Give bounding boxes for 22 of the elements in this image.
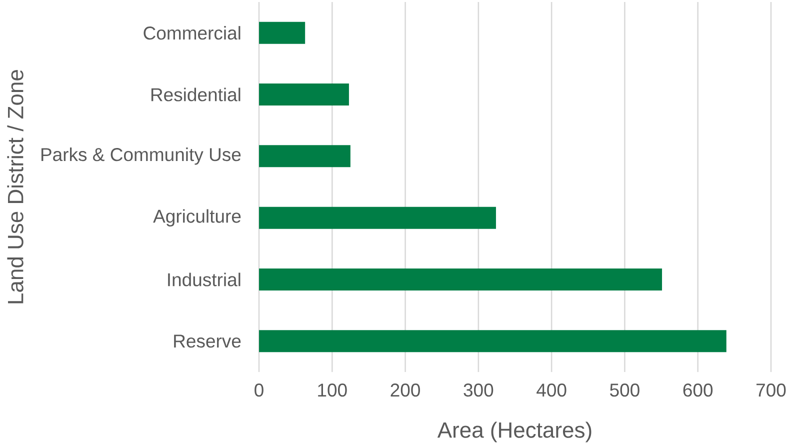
x-tick-label: 700 <box>756 384 786 397</box>
y-tick-label: Residential <box>151 88 240 102</box>
y-axis-title: Land Use District / Zone <box>7 70 24 304</box>
bar <box>259 330 726 352</box>
x-tick-label: 400 <box>536 384 566 397</box>
x-tick-label: 100 <box>318 384 347 397</box>
y-tick-label: Agriculture <box>153 209 241 226</box>
x-tick-label: 500 <box>610 384 640 397</box>
y-tick-label: Industrial <box>168 272 240 286</box>
y-tick-label: Reserve <box>174 334 241 348</box>
x-tick-label: 200 <box>390 384 420 397</box>
x-tick-label: 0 <box>254 384 264 397</box>
y-tick-label: Commercial <box>144 26 240 40</box>
bar <box>259 206 496 229</box>
x-tick-label: 300 <box>464 384 494 397</box>
x-axis-title: Area (Hectares) <box>437 422 592 442</box>
bar <box>259 145 350 168</box>
bar <box>259 84 349 106</box>
bar <box>259 268 662 291</box>
y-tick-label: Parks & Community Use <box>41 148 241 165</box>
bar <box>259 22 306 44</box>
x-tick-label: 600 <box>683 384 713 397</box>
